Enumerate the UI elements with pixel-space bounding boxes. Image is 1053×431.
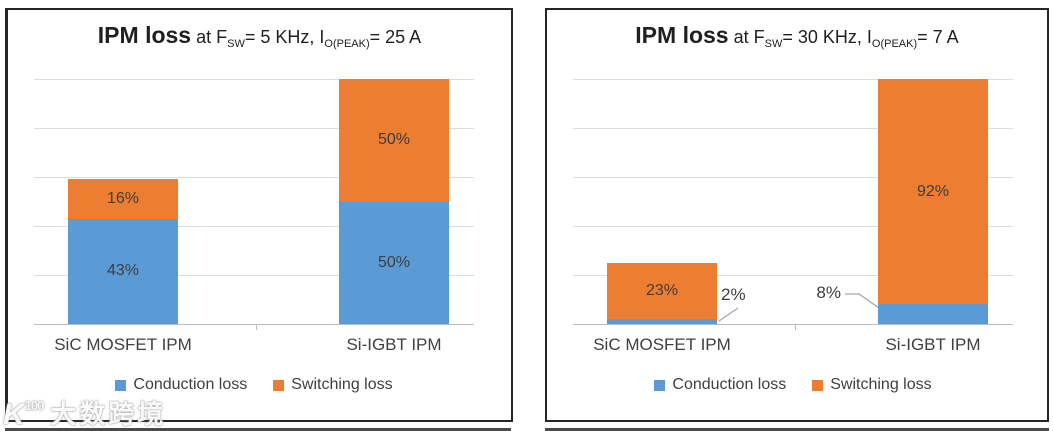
conduction-loss-segment xyxy=(878,304,988,324)
switching-loss-segment xyxy=(68,179,178,219)
chart-panel-30khz: IPM loss at FSW= 30 KHz, IO(PEAK)= 7 A 2%… xyxy=(545,8,1049,422)
switching-loss-segment xyxy=(339,79,449,202)
conduction-legend-swatch-icon xyxy=(654,379,666,391)
gridline xyxy=(34,79,474,80)
cropped-next-row-edge-left xyxy=(5,428,511,431)
conduction-loss-segment xyxy=(339,201,449,324)
conduction-legend-swatch-icon xyxy=(115,379,127,391)
callout-leader-line xyxy=(845,293,880,309)
watermark: K100 大数跨境 xyxy=(3,391,166,430)
gridline xyxy=(34,275,474,276)
chart-title-part: = 5 KHz, I xyxy=(244,27,325,47)
watermark-text: 大数跨境 xyxy=(50,399,167,429)
conduction-value-callout-label: 8% xyxy=(816,283,841,302)
chart-title-part: O(PEAK) xyxy=(871,38,918,50)
legend-entry-switching-loss: Switching loss xyxy=(273,376,393,394)
chart-title: IPM loss at FSW= 30 KHz, IO(PEAK)= 7 A xyxy=(547,22,1047,50)
switching-value-label: 23% xyxy=(645,281,679,299)
legend: Conduction loss Switching loss xyxy=(34,376,474,394)
gridline xyxy=(573,79,1013,80)
legend: Conduction loss Switching loss xyxy=(573,376,1013,394)
switching-loss-segment xyxy=(878,79,988,305)
chart-title-part: IPM loss xyxy=(635,22,729,48)
category-label: Si-IGBT IPM xyxy=(885,335,981,354)
chart-title-part: SW xyxy=(227,38,245,50)
legend-label: Conduction loss xyxy=(133,376,248,393)
callout-leader-line xyxy=(718,307,739,322)
gridline xyxy=(34,226,474,227)
conduction-value-callout-label: 2% xyxy=(721,285,746,304)
conduction-loss-segment xyxy=(68,218,178,324)
chart-title-part: at F xyxy=(728,27,765,47)
switching-loss-segment xyxy=(607,262,717,320)
chart-title-part: SW xyxy=(764,38,783,50)
x-axis-tick xyxy=(256,325,257,330)
switching-legend-swatch-icon xyxy=(812,379,824,391)
switching-legend-swatch-icon xyxy=(273,379,285,391)
chart-title: IPM loss at FSW= 5 KHz, IO(PEAK)= 25 A xyxy=(8,22,511,50)
x-axis-line xyxy=(573,324,1013,325)
gridline xyxy=(573,128,1013,129)
chart-panel-5khz: IPM loss at FSW= 5 KHz, IO(PEAK)= 25 A 43… xyxy=(5,8,513,422)
category-label: SiC MOSFET IPM xyxy=(593,335,731,354)
chart-title-part: = 30 KHz, I xyxy=(782,27,872,47)
gridline xyxy=(34,128,474,129)
chart-title-part: = 7 A xyxy=(917,27,959,47)
gridline xyxy=(34,177,474,178)
watermark-k100-logo: K100 xyxy=(3,398,44,431)
switching-value-label: 16% xyxy=(106,190,140,208)
chart-title-part: O(PEAK) xyxy=(324,38,370,50)
gridline xyxy=(573,275,1013,276)
category-label: SiC MOSFET IPM xyxy=(54,335,192,354)
chart-title-part: IPM loss xyxy=(97,22,192,48)
x-axis-tick xyxy=(795,325,796,330)
category-label: Si-IGBT IPM xyxy=(346,335,442,354)
legend-label: Switching loss xyxy=(830,376,932,393)
gridline xyxy=(573,177,1013,178)
conduction-value-label: 50% xyxy=(377,253,411,271)
legend-label: Conduction loss xyxy=(672,376,787,393)
x-axis-line xyxy=(34,324,474,325)
conduction-value-label: 43% xyxy=(106,262,140,280)
chart-title-part: = 25 A xyxy=(369,27,422,47)
legend-entry-conduction-loss: Conduction loss xyxy=(654,376,786,394)
legend-label: Switching loss xyxy=(291,376,393,393)
gridline xyxy=(573,226,1013,227)
switching-value-label: 92% xyxy=(916,182,950,200)
chart-title-part: at F xyxy=(191,27,228,47)
legend-entry-conduction-loss: Conduction loss xyxy=(115,376,247,394)
conduction-loss-segment xyxy=(607,319,717,324)
cropped-next-row-edge-right xyxy=(545,428,1049,431)
switching-value-label: 50% xyxy=(377,131,411,149)
legend-entry-switching-loss: Switching loss xyxy=(812,376,932,394)
